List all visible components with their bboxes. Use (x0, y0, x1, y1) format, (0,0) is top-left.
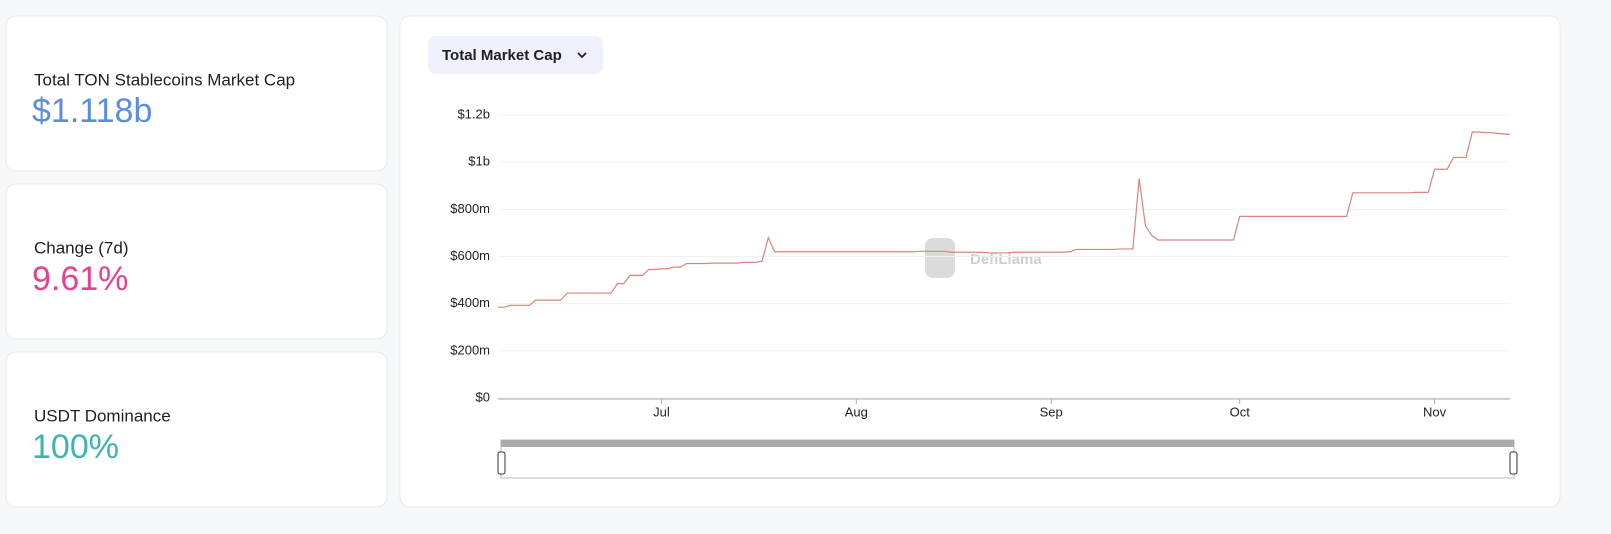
card-value: 100% (32, 428, 119, 466)
watermark: DefiLlama (925, 238, 1042, 278)
watermark-icon (925, 238, 955, 278)
brush-bar[interactable] (501, 440, 1514, 447)
card (5, 351, 388, 508)
dropdown-label[interactable]: Total Market Cap (442, 47, 562, 64)
watermark-text: DefiLlama (970, 251, 1042, 268)
y-tick-label: $800m (450, 201, 490, 216)
brush-handle[interactable] (1509, 451, 1518, 475)
dropdown-bg[interactable] (428, 36, 603, 74)
y-tick-label: $1b (468, 154, 490, 169)
x-tick-label: Jul (653, 404, 670, 419)
brush-handle[interactable] (497, 451, 506, 475)
x-tick-label: Sep (1040, 404, 1063, 419)
card-label: USDT Dominance (34, 406, 171, 425)
y-tick-label: $600m (450, 248, 490, 263)
card-label: Total TON Stablecoins Market Cap (34, 70, 295, 89)
card-value: $1.118b (32, 92, 152, 130)
dropdown[interactable]: Total Market Cap (428, 36, 603, 74)
card (5, 183, 388, 340)
x-tick-label: Nov (1423, 404, 1447, 419)
y-tick-label: $400m (450, 295, 490, 310)
chart-panel (399, 15, 1561, 508)
card (5, 15, 388, 172)
y-tick-label: $200m (450, 342, 490, 357)
chevron[interactable] (577, 52, 587, 59)
y-tick-label: $0 (476, 389, 490, 404)
card-value: 9.61% (32, 260, 128, 298)
line (498, 131, 1511, 308)
x-tick-label: Aug (845, 404, 868, 419)
x-tick-label: Oct (1230, 404, 1251, 419)
y-tick-label: $1.2b (457, 106, 490, 121)
card-label: Change (7d) (34, 238, 129, 257)
